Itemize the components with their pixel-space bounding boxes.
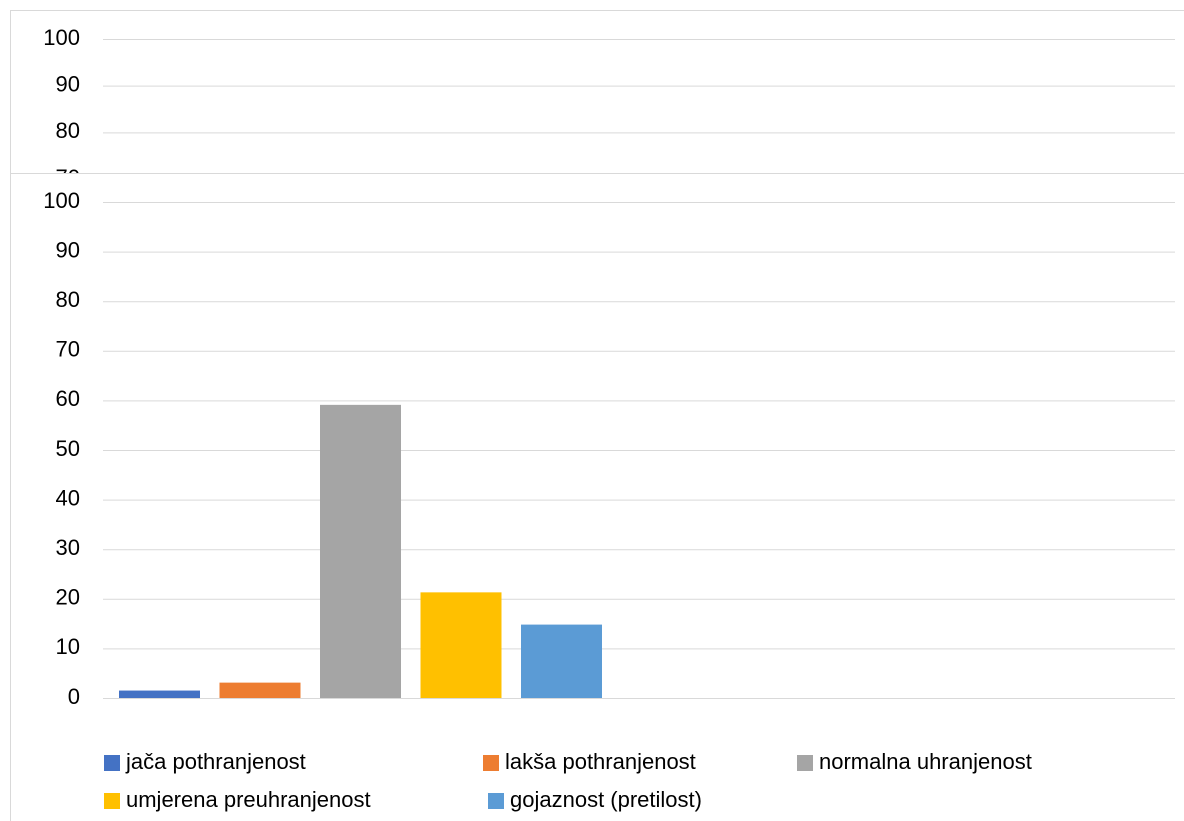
y-tick-label: 90 (56, 71, 80, 96)
y-tick-label: 80 (56, 287, 80, 312)
bar (219, 682, 301, 698)
legend-label: jača pothranjenost (125, 749, 306, 774)
y-tick-label: 100 (43, 25, 80, 50)
y-tick-label: 50 (56, 436, 80, 461)
legend-label: normalna uhranjenost (819, 749, 1032, 774)
main-chart-frame (10, 173, 1184, 821)
y-tick-label: 70 (56, 337, 80, 362)
y-tick-label: 90 (56, 237, 80, 262)
bar (320, 404, 401, 698)
y-tick-label: 20 (56, 585, 80, 610)
y-tick-label: 100 (43, 188, 80, 213)
legend-label: umjerena preuhranjenost (126, 787, 371, 812)
top-chart: 70 80 90 100 (43, 25, 1175, 190)
legend-swatch (483, 755, 499, 771)
bar (521, 624, 602, 698)
y-tick-label: 10 (56, 634, 80, 659)
legend-label: lakša pothranjenost (505, 749, 696, 774)
bar (119, 690, 200, 698)
main-chart: 0 10 20 30 40 50 60 70 80 90 100 jača pothranjenost… (43, 188, 1175, 812)
y-tick-label: 60 (56, 386, 80, 411)
bar (420, 592, 502, 698)
legend-label: gojaznost (pretilost) (510, 787, 702, 812)
y-tick-label: 30 (56, 535, 80, 560)
legend-swatch (488, 793, 504, 809)
y-tick-label: 40 (56, 485, 80, 510)
legend-swatch (104, 755, 120, 771)
legend-swatch (104, 793, 120, 809)
y-tick-label: 70 (56, 165, 80, 190)
y-tick-label: 80 (56, 118, 80, 143)
y-tick-label: 0 (68, 684, 80, 709)
legend-swatch (797, 755, 813, 771)
